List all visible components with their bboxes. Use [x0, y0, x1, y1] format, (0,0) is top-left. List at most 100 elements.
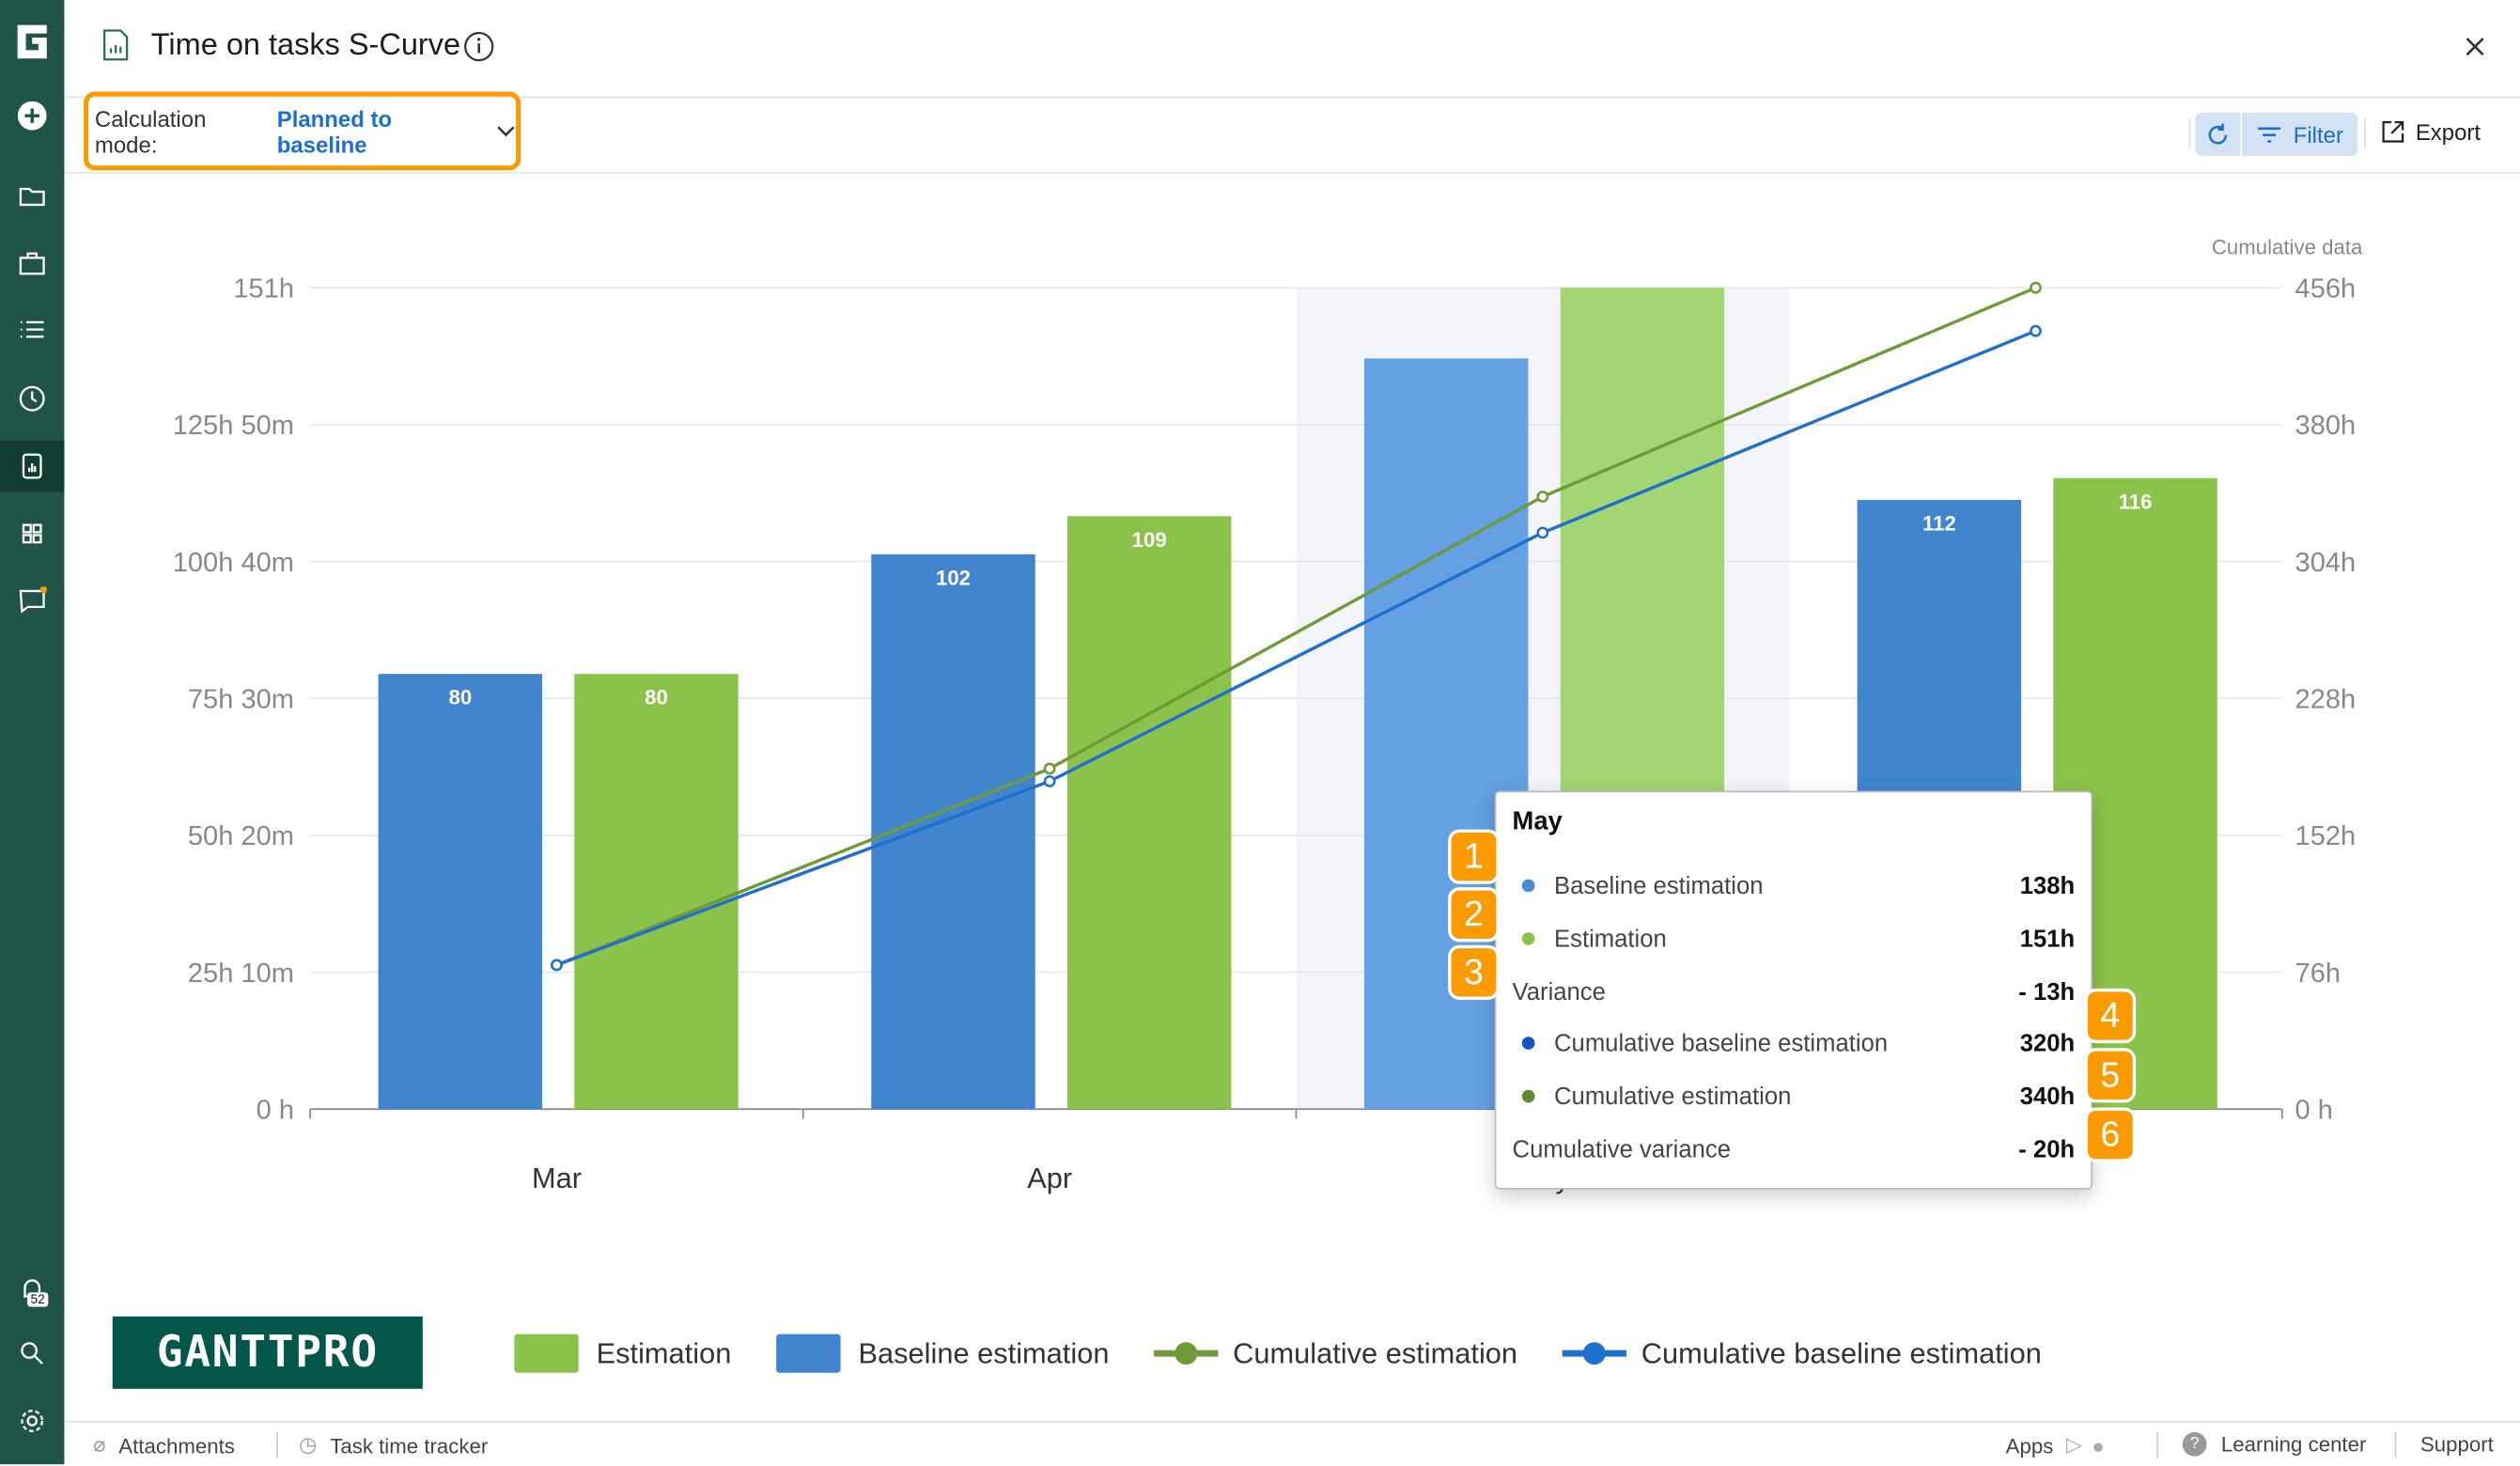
- list-icon[interactable]: [0, 305, 64, 353]
- filter-button[interactable]: Filter: [2242, 112, 2358, 156]
- bar-data-label: 80: [448, 686, 472, 710]
- apps-label: Apps: [2005, 1432, 2054, 1458]
- legend-label: Cumulative baseline estimation: [1641, 1336, 2042, 1369]
- tooltip-row: Cumulative variance - 20h: [1513, 1133, 2076, 1165]
- reports-icon[interactable]: [0, 440, 65, 492]
- bar-baseline-estimation: [871, 554, 1035, 1110]
- settings-gear-icon[interactable]: [0, 1396, 64, 1444]
- annotation-badge: 3: [1448, 944, 1500, 1000]
- support-link[interactable]: Support: [2420, 1432, 2494, 1457]
- tooltip-value: 138h: [2019, 871, 2076, 900]
- legend-item-cum-baseline[interactable]: Cumulative baseline estimation: [1562, 1336, 2042, 1370]
- learning-label: Learning center: [2220, 1432, 2367, 1457]
- tooltip-label: Estimation: [1554, 925, 1667, 953]
- baseline-dot-icon: [1521, 879, 1535, 893]
- divider: [276, 1432, 278, 1458]
- legend-item-cum-estimation[interactable]: Cumulative estimation: [1154, 1336, 1517, 1370]
- divider: [2394, 1432, 2397, 1458]
- briefcase-icon[interactable]: [0, 240, 64, 288]
- calculation-mode-value: Planned to baseline: [276, 105, 393, 157]
- info-icon[interactable]: [463, 30, 495, 62]
- annotation-badge: 1: [1448, 829, 1500, 884]
- cum-baseline-line-icon: [1562, 1342, 1627, 1365]
- tooltip-row: Variance - 13h: [1513, 975, 2076, 1007]
- annotation-badge: 6: [2084, 1107, 2137, 1162]
- right-axis-tick: 228h: [2295, 684, 2357, 714]
- tooltip-row: Cumulative baseline estimation 320h: [1513, 1027, 2076, 1059]
- search-icon[interactable]: [0, 1330, 64, 1378]
- legend-label: Baseline estimation: [858, 1336, 1110, 1369]
- refresh-button[interactable]: [2195, 112, 2241, 156]
- cum-estimation-line-icon: [1154, 1342, 1219, 1365]
- learning-center-link[interactable]: ? Learning center: [2182, 1432, 2367, 1457]
- annotation-badge: 5: [2084, 1048, 2137, 1103]
- export-icon: [2382, 120, 2404, 143]
- left-axis-tick: 125h 50m: [173, 411, 294, 441]
- tooltip-value: 320h: [2019, 1029, 2076, 1057]
- left-axis-tick: 151h: [233, 273, 294, 304]
- bar-data-label: 102: [936, 566, 971, 589]
- left-axis-tick: 0 h: [257, 1095, 294, 1125]
- left-axis-tick: 75h 30m: [188, 684, 294, 714]
- apps-grid-icon[interactable]: [0, 509, 64, 557]
- stopwatch-icon: ◷: [299, 1432, 318, 1457]
- line-cumulative-estimation: [555, 286, 2037, 967]
- right-axis-tick: 152h: [2295, 821, 2357, 851]
- bar-estimation: [574, 674, 739, 1110]
- bar-data-label: 116: [2119, 490, 2153, 513]
- folder-icon[interactable]: [0, 172, 64, 220]
- left-axis-tick: 50h 20m: [188, 821, 294, 851]
- line-point: [551, 959, 563, 972]
- add-icon[interactable]: [0, 91, 64, 139]
- export-button[interactable]: Export: [2380, 119, 2481, 145]
- cum-baseline-dot-icon: [1521, 1037, 1535, 1050]
- tooltip-label: Variance: [1512, 977, 1606, 1006]
- close-icon[interactable]: [2464, 36, 2486, 58]
- apple-icon: ●: [2092, 1432, 2105, 1458]
- divider: [2156, 1432, 2159, 1458]
- estimation-dot-icon: [1521, 932, 1535, 945]
- x-axis-label: Mar: [532, 1162, 582, 1194]
- ganttpro-logo: GANTTPRO: [112, 1316, 423, 1389]
- ganttpro-logo-icon[interactable]: [0, 16, 64, 68]
- line-point: [2030, 324, 2042, 337]
- baseline-swatch-icon: [776, 1333, 841, 1373]
- tooltip-row: Cumulative estimation 340h: [1513, 1080, 2075, 1112]
- calculation-mode-dropdown[interactable]: Calculation mode: Planned to baseline: [83, 91, 521, 171]
- bar-data-label: 109: [1132, 528, 1167, 552]
- tooltip-value: 151h: [2019, 925, 2076, 953]
- paperclip-icon: ⌀: [93, 1432, 106, 1457]
- clock-icon[interactable]: [0, 375, 64, 423]
- left-axis-tick: 25h 10m: [188, 959, 294, 989]
- line-point: [2030, 281, 2042, 294]
- page-title: Time on tasks S-Curve: [150, 28, 461, 63]
- cum-estimation-dot-icon: [1521, 1089, 1535, 1103]
- attachments-label: Attachments: [118, 1432, 235, 1458]
- right-axis-tick: 380h: [2295, 411, 2357, 441]
- legend-item-estimation[interactable]: Estimation: [514, 1333, 731, 1373]
- right-axis-label: Cumulative data: [2212, 235, 2363, 258]
- play-store-icon: ▷: [2066, 1432, 2083, 1457]
- tooltip-title: May: [1512, 808, 1563, 836]
- header: [64, 0, 2520, 99]
- toolbar: [64, 98, 2520, 174]
- attachments-link[interactable]: ⌀ Attachments: [93, 1432, 235, 1458]
- line-cumulative-baseline-estimation: [555, 329, 2037, 967]
- legend-item-baseline[interactable]: Baseline estimation: [776, 1333, 1110, 1373]
- chat-icon[interactable]: [0, 577, 64, 625]
- tooltip-label: Cumulative variance: [1512, 1135, 1732, 1163]
- chart-tooltip: May Baseline estimation 138h Estimation 15…: [1494, 790, 2093, 1190]
- tooltip-label: Baseline estimation: [1554, 871, 1764, 900]
- left-axis-tick: 100h 40m: [173, 548, 294, 578]
- bar-data-label: 112: [1922, 511, 1956, 535]
- export-label: Export: [2415, 118, 2481, 145]
- task-time-tracker-link[interactable]: ◷ Task time tracker: [299, 1432, 488, 1458]
- annotation-badge: 4: [2084, 988, 2137, 1044]
- filter-icon: [2258, 126, 2281, 142]
- right-axis-tick: 0 h: [2295, 1095, 2333, 1125]
- bar-baseline-estimation: [378, 674, 543, 1110]
- legend-label: Cumulative estimation: [1233, 1336, 1518, 1369]
- apps-link[interactable]: Apps ▷ ●: [2006, 1432, 2105, 1458]
- notification-count-badge: 52: [27, 1292, 49, 1307]
